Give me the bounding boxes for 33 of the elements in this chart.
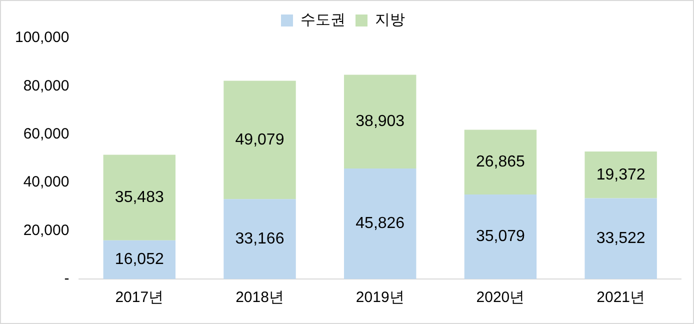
y-tick-label: 60,000 (23, 126, 70, 143)
y-tick-label: 100,000 (14, 29, 70, 46)
data-label: 33,166 (235, 230, 284, 248)
bar (584, 152, 657, 198)
y-tick-label: 80,000 (23, 77, 70, 94)
bar (464, 130, 537, 194)
bar (224, 199, 296, 279)
data-label: 38,903 (356, 113, 405, 130)
bar (224, 80, 296, 200)
y-tick-label: - (64, 270, 70, 288)
x-tick-label: 2019년 (356, 289, 404, 306)
bar (344, 74, 416, 169)
bar (103, 154, 176, 240)
y-tick-label: 40,000 (23, 174, 70, 191)
bar (584, 198, 657, 279)
legend-label: 지방 (375, 12, 405, 29)
data-label: 26,865 (476, 153, 526, 170)
data-label: 33,522 (596, 230, 646, 248)
legend-label: 수도권 (300, 12, 346, 29)
x-tick-label: 2017년 (115, 289, 164, 306)
data-label: 49,079 (235, 131, 284, 148)
data-label: 16,052 (114, 251, 164, 268)
bar (103, 240, 176, 279)
bar (464, 194, 537, 279)
data-label: 35,079 (476, 228, 526, 246)
data-label: 35,483 (114, 188, 164, 206)
y-tick-label: 20,000 (23, 222, 70, 239)
x-tick-label: 2018년 (236, 289, 284, 306)
data-label: 19,372 (596, 166, 646, 184)
bar (344, 168, 416, 279)
x-tick-label: 2020년 (476, 289, 525, 306)
x-tick-label: 2021년 (596, 289, 646, 306)
data-label: 45,826 (356, 215, 405, 232)
